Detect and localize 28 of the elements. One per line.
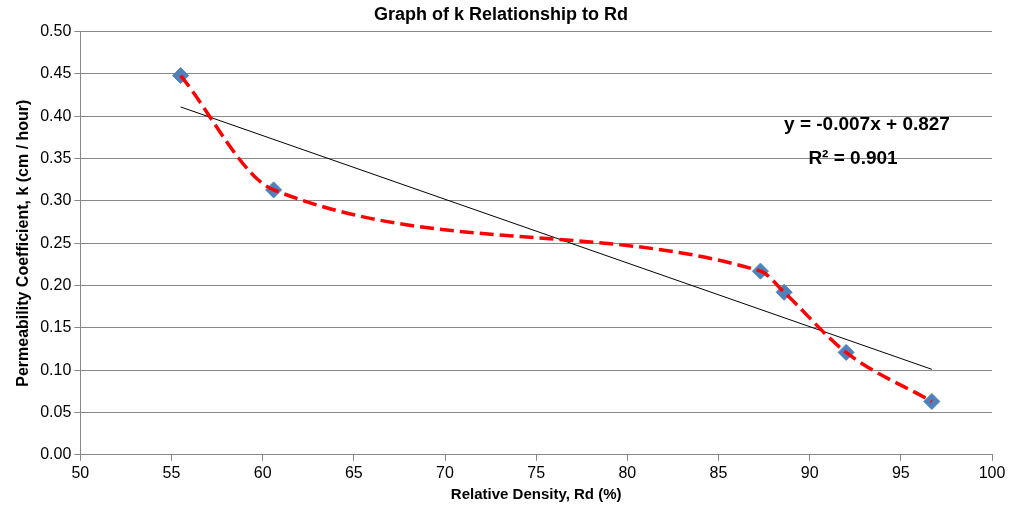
y-tick-label: 0.15 <box>40 318 72 336</box>
y-tick-label: 0.45 <box>40 64 72 82</box>
y-tick-label: 0.40 <box>40 106 72 124</box>
x-tick-label: 75 <box>527 463 546 481</box>
chart-title: Graph of k Relationship to Rd <box>373 3 629 24</box>
x-tick-label: 50 <box>71 463 90 481</box>
x-tick-label: 55 <box>162 463 181 481</box>
point <box>923 392 941 410</box>
x-tick-label: 90 <box>800 463 819 481</box>
y-tick-label: 0.35 <box>40 148 72 166</box>
x-tick-label: 100 <box>978 463 1006 481</box>
annotation: y = -0.007x + 0.827 <box>784 112 950 134</box>
y-tick-label: 0.00 <box>40 445 72 463</box>
x-axis-title: Relative Density, Rd (%) <box>450 485 622 503</box>
x-tick-label: 65 <box>344 463 363 481</box>
y-tick-label: 0.30 <box>40 191 72 209</box>
x-tick-label: 85 <box>709 463 728 481</box>
x-tick-label: 80 <box>618 463 637 481</box>
y-axis-title: Permeability Coefficient, k (cm / hour) <box>14 99 32 387</box>
y-tick-label: 0.10 <box>40 360 72 378</box>
y-tick-label: 0.50 <box>40 22 72 40</box>
y-tick-label: 0.25 <box>40 233 72 251</box>
annotation: R² = 0.901 <box>808 146 899 168</box>
y-tick-label: 0.20 <box>40 275 72 293</box>
x-tick-label: 70 <box>436 463 454 481</box>
x-tick-label: 95 <box>891 463 910 481</box>
y-tick-label: 0.05 <box>40 402 72 420</box>
x-tick-label: 60 <box>253 463 272 481</box>
